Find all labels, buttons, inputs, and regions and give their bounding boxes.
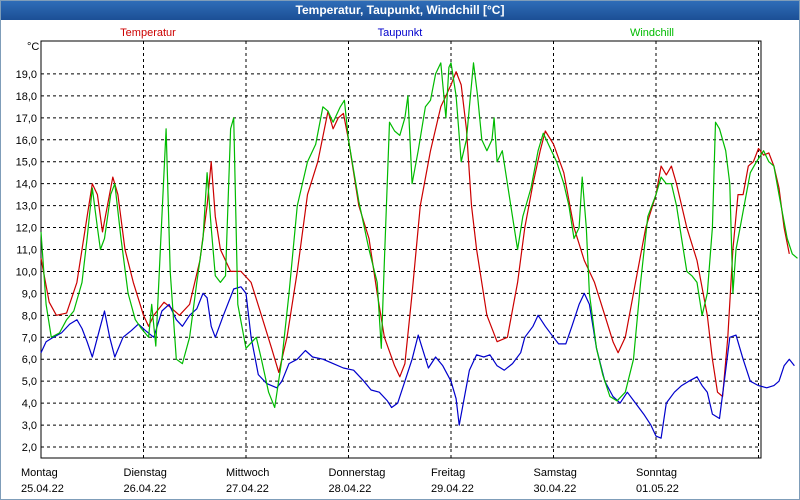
y-tick-label: 10,0 [16, 266, 37, 278]
legend-taupunkt: Taupunkt [378, 27, 423, 39]
x-day-label: Freitag [431, 467, 465, 479]
x-date-label: 30.04.22 [534, 483, 577, 495]
x-day-label: Mittwoch [226, 467, 269, 479]
chart-area: 2,0 3,0 4,0 5,0 6,0 7,0 8,0 9,0 10,0 11,0 12,0 13,0… [16, 27, 798, 495]
y-tick-label: 3,0 [22, 420, 37, 432]
y-tick-label: 12,0 [16, 223, 37, 235]
y-tick-label: 6,0 [22, 354, 37, 366]
x-date-label: 01.05.22 [636, 483, 679, 495]
y-tick-label: 18,0 [16, 91, 37, 103]
y-tick-label: 8,0 [22, 310, 37, 322]
y-tick-label: 16,0 [16, 135, 37, 147]
series-line-taupunkt [40, 286, 795, 439]
y-tick-label: 17,0 [16, 113, 37, 125]
x-day-label: Montag [21, 467, 58, 479]
y-tick-label: 15,0 [16, 157, 37, 169]
legend-windchill: Windchill [630, 27, 674, 39]
y-tick-label: 13,0 [16, 201, 37, 213]
y-tick-label: 14,0 [16, 179, 37, 191]
series-line-windchill [40, 62, 798, 409]
legend-temperatur: Temperatur [120, 27, 176, 39]
x-day-label: Sonntag [636, 467, 677, 479]
y-tick-label: 2,0 [22, 442, 37, 454]
x-date-label: 29.04.22 [431, 483, 474, 495]
y-tick-label: 4,0 [22, 398, 37, 410]
y-axis-label: °C [27, 41, 39, 53]
y-tick-label: 7,0 [22, 332, 37, 344]
x-date-label: 26.04.22 [124, 483, 167, 495]
x-date-label: 25.04.22 [21, 483, 64, 495]
x-day-label: Donnerstag [329, 467, 386, 479]
x-day-label: Dienstag [124, 467, 167, 479]
x-date-label: 28.04.22 [329, 483, 372, 495]
y-tick-label: 11,0 [16, 245, 37, 257]
y-tick-label: 5,0 [22, 376, 37, 388]
x-day-label: Samstag [534, 467, 577, 479]
window-title: Temperatur, Taupunkt, Windchill [°C] [1, 1, 799, 20]
y-tick-label: 19,0 [16, 69, 37, 81]
y-tick-label: 9,0 [22, 288, 37, 300]
x-date-label: 27.04.22 [226, 483, 269, 495]
